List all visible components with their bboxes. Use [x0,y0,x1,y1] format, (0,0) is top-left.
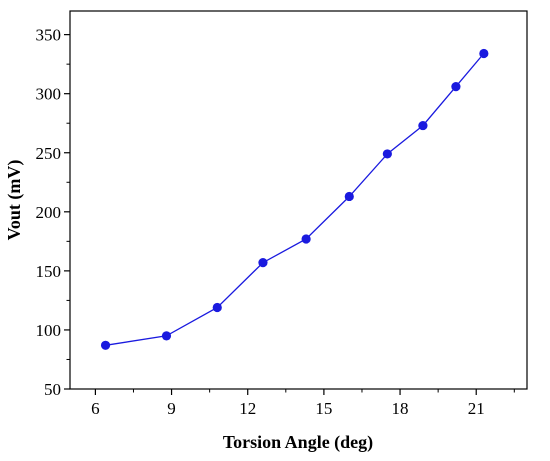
x-tick-label: 12 [239,399,256,418]
x-tick-label: 6 [91,399,100,418]
y-axis-title: Vout (mV) [4,160,25,241]
x-tick-label: 15 [315,399,332,418]
y-tick-label: 300 [36,85,62,104]
y-tick-label: 200 [36,203,62,222]
data-point [479,48,489,59]
plot-area [100,48,489,350]
y-tick-label: 350 [36,26,62,45]
y-tick-label: 150 [36,262,62,281]
data-point [418,120,428,131]
y-tick-label: 250 [36,144,62,163]
x-axis-title: Torsion Angle (deg) [223,432,373,453]
data-point [100,340,111,350]
y-axis: 50 100 150 200 250 300 350 [36,26,70,399]
data-point [212,302,222,313]
y-tick-label: 100 [36,321,62,340]
data-point [258,258,268,268]
data-point [161,331,172,341]
data-point [301,234,311,244]
plot-frame [69,10,528,390]
y-tick-label: 50 [44,380,61,399]
x-axis: 6 9 12 15 18 21 [91,389,515,418]
x-tick-label: 18 [392,399,409,418]
data-point [344,191,354,202]
data-point [382,149,392,159]
x-tick-label: 9 [167,399,176,418]
series-line [105,53,485,346]
data-point [451,82,461,92]
x-tick-label: 21 [468,399,485,418]
